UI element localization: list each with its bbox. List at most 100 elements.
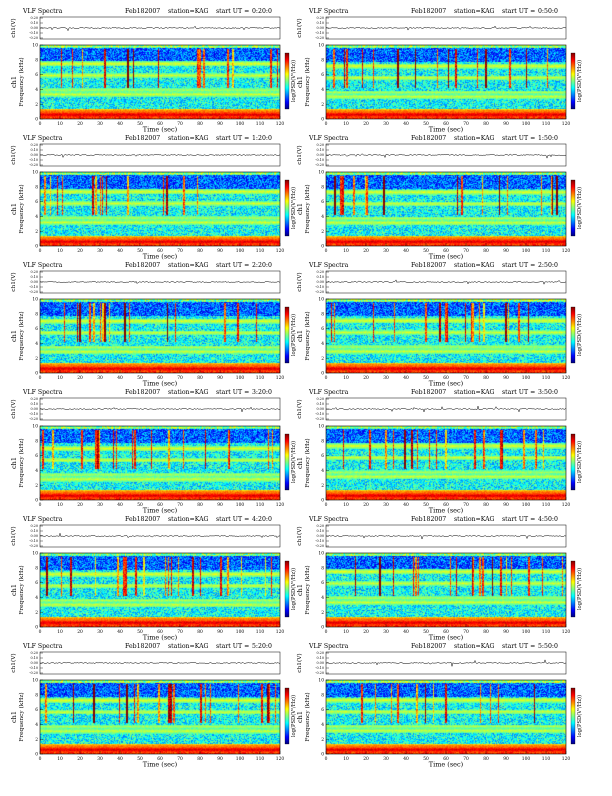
- time-tick-label: 10: [343, 376, 349, 381]
- spectrogram-panel: VLF Spectra Feb182007 station=KAG start UT …: [10, 135, 297, 261]
- waveform-tick-label: -0.20: [315, 671, 324, 675]
- time-tick-label: 30: [97, 757, 103, 762]
- freq-tick-label: 8: [35, 693, 38, 698]
- waveform-trace: [39, 661, 281, 665]
- waveform-tick-label: 0.10: [316, 148, 324, 152]
- time-tick-label: 120: [276, 757, 285, 762]
- colorbar: [284, 560, 290, 618]
- waveform-tick-label: 0.20: [30, 651, 38, 655]
- time-tick-label: 10: [343, 122, 349, 127]
- panel-start-label: start UT =: [216, 389, 249, 396]
- colorbar: [284, 306, 290, 364]
- waveform-tick-label: -0.20: [29, 36, 38, 40]
- waveform-tick-label: -0.20: [315, 544, 324, 548]
- time-tick-label: 100: [236, 376, 245, 381]
- freq-tick-label: 10: [318, 552, 324, 557]
- freq-tick-label: 6: [35, 200, 38, 205]
- time-tick-label: 60: [443, 630, 449, 635]
- channel-label: ch1: [10, 76, 18, 88]
- freq-axis-label: Frequency (kHz): [304, 438, 311, 487]
- spectrogram-panel: VLF Spectra Feb182007 station=KAG start UT …: [10, 8, 297, 134]
- time-tick-label: 30: [97, 376, 103, 381]
- spectrogram-image: [326, 680, 566, 754]
- time-tick-label: 20: [77, 249, 83, 254]
- freq-axis-label: Frequency (kHz): [304, 692, 311, 741]
- freq-axis-label: Frequency (kHz): [304, 184, 311, 233]
- panel-start-label: start UT =: [216, 262, 249, 269]
- time-tick-label: 30: [383, 249, 389, 254]
- waveform-tick-label: 0.20: [316, 524, 324, 528]
- waveform-tick-label: -0.20: [315, 417, 324, 421]
- waveform-tick-label: -0.20: [29, 417, 38, 421]
- colorbar: [570, 179, 576, 237]
- waveform-tick-label: 0.00: [30, 661, 38, 665]
- freq-tick-label: 4: [35, 596, 38, 601]
- time-tick-label: 120: [276, 249, 285, 254]
- colorbar-label: log(PSD(V²/Hz)): [576, 187, 583, 229]
- time-tick-label: 0: [39, 630, 42, 635]
- waveform-tick-label: -0.20: [29, 544, 38, 548]
- time-tick-label: 70: [177, 630, 183, 635]
- panel-start-label: start UT =: [216, 135, 249, 142]
- time-tick-label: 50: [423, 503, 429, 508]
- panel-start-label: start UT =: [502, 516, 535, 523]
- spectrogram-image: [326, 426, 566, 500]
- time-tick-label: 100: [522, 249, 531, 254]
- waveform-ylabel: ch1(V): [10, 18, 17, 37]
- freq-tick-label: 0: [35, 372, 38, 377]
- time-tick-label: 120: [562, 630, 571, 635]
- waveform-trace: [325, 279, 567, 285]
- panel-start-label: start UT =: [502, 135, 535, 142]
- colorbar-label: log(PSD(V²/Hz)): [576, 695, 583, 737]
- panel-date: Feb182007: [411, 135, 446, 142]
- freq-tick-label: 10: [318, 679, 324, 684]
- time-tick-label: 40: [117, 249, 123, 254]
- time-tick-label: 50: [137, 757, 143, 762]
- channel-label: ch1: [10, 584, 18, 596]
- freq-tick-label: 2: [35, 611, 38, 616]
- channel-label: ch1: [10, 203, 18, 215]
- time-tick-label: 20: [77, 757, 83, 762]
- panel-start-label: start UT =: [502, 643, 535, 650]
- waveform-tick-label: -0.10: [29, 31, 38, 35]
- time-tick-label: 50: [423, 630, 429, 635]
- freq-tick-label: 4: [321, 88, 324, 93]
- time-tick-label: 110: [256, 122, 265, 127]
- time-tick-label: 60: [157, 757, 163, 762]
- panel-station: station=KAG: [168, 8, 209, 15]
- colorbar-label: log(PSD(V²/Hz)): [576, 568, 583, 610]
- time-tick-label: 110: [256, 376, 265, 381]
- spectrogram-image: [40, 553, 280, 627]
- freq-tick-label: 10: [32, 44, 38, 49]
- waveform-ylabel: ch1(V): [10, 145, 17, 164]
- time-tick-label: 120: [276, 376, 285, 381]
- time-tick-label: 60: [157, 503, 163, 508]
- time-tick-label: 100: [522, 122, 531, 127]
- spectrogram-image: [326, 45, 566, 119]
- channel-label: ch1: [296, 584, 304, 596]
- time-tick-label: 20: [363, 630, 369, 635]
- time-tick-label: 70: [177, 122, 183, 127]
- time-tick-label: 80: [197, 249, 203, 254]
- freq-tick-label: 10: [32, 171, 38, 176]
- panel-start-label: start UT =: [216, 643, 249, 650]
- panel-title: VLF Spectra: [22, 8, 63, 15]
- panel-start-time: 3:50:0: [538, 389, 558, 396]
- time-tick-label: 120: [562, 122, 571, 127]
- waveform-trace: [325, 25, 567, 31]
- time-tick-label: 10: [57, 503, 63, 508]
- freq-tick-label: 10: [32, 425, 38, 430]
- time-tick-label: 40: [117, 630, 123, 635]
- waveform-trace: [39, 406, 281, 413]
- freq-tick-label: 6: [35, 454, 38, 459]
- waveform-tick-label: -0.20: [315, 163, 324, 167]
- colorbar-label: log(PSD(V²/Hz)): [576, 441, 583, 483]
- time-tick-label: 80: [197, 376, 203, 381]
- panel-start-label: start UT =: [502, 389, 535, 396]
- panel-start-time: 2:20:0: [252, 262, 272, 269]
- spectrogram-panel: VLF Spectra Feb182007 station=KAG start UT …: [296, 8, 583, 134]
- waveform-tick-label: -0.20: [315, 290, 324, 294]
- panel-station: station=KAG: [168, 389, 209, 396]
- time-tick-label: 70: [463, 757, 469, 762]
- time-tick-label: 100: [236, 757, 245, 762]
